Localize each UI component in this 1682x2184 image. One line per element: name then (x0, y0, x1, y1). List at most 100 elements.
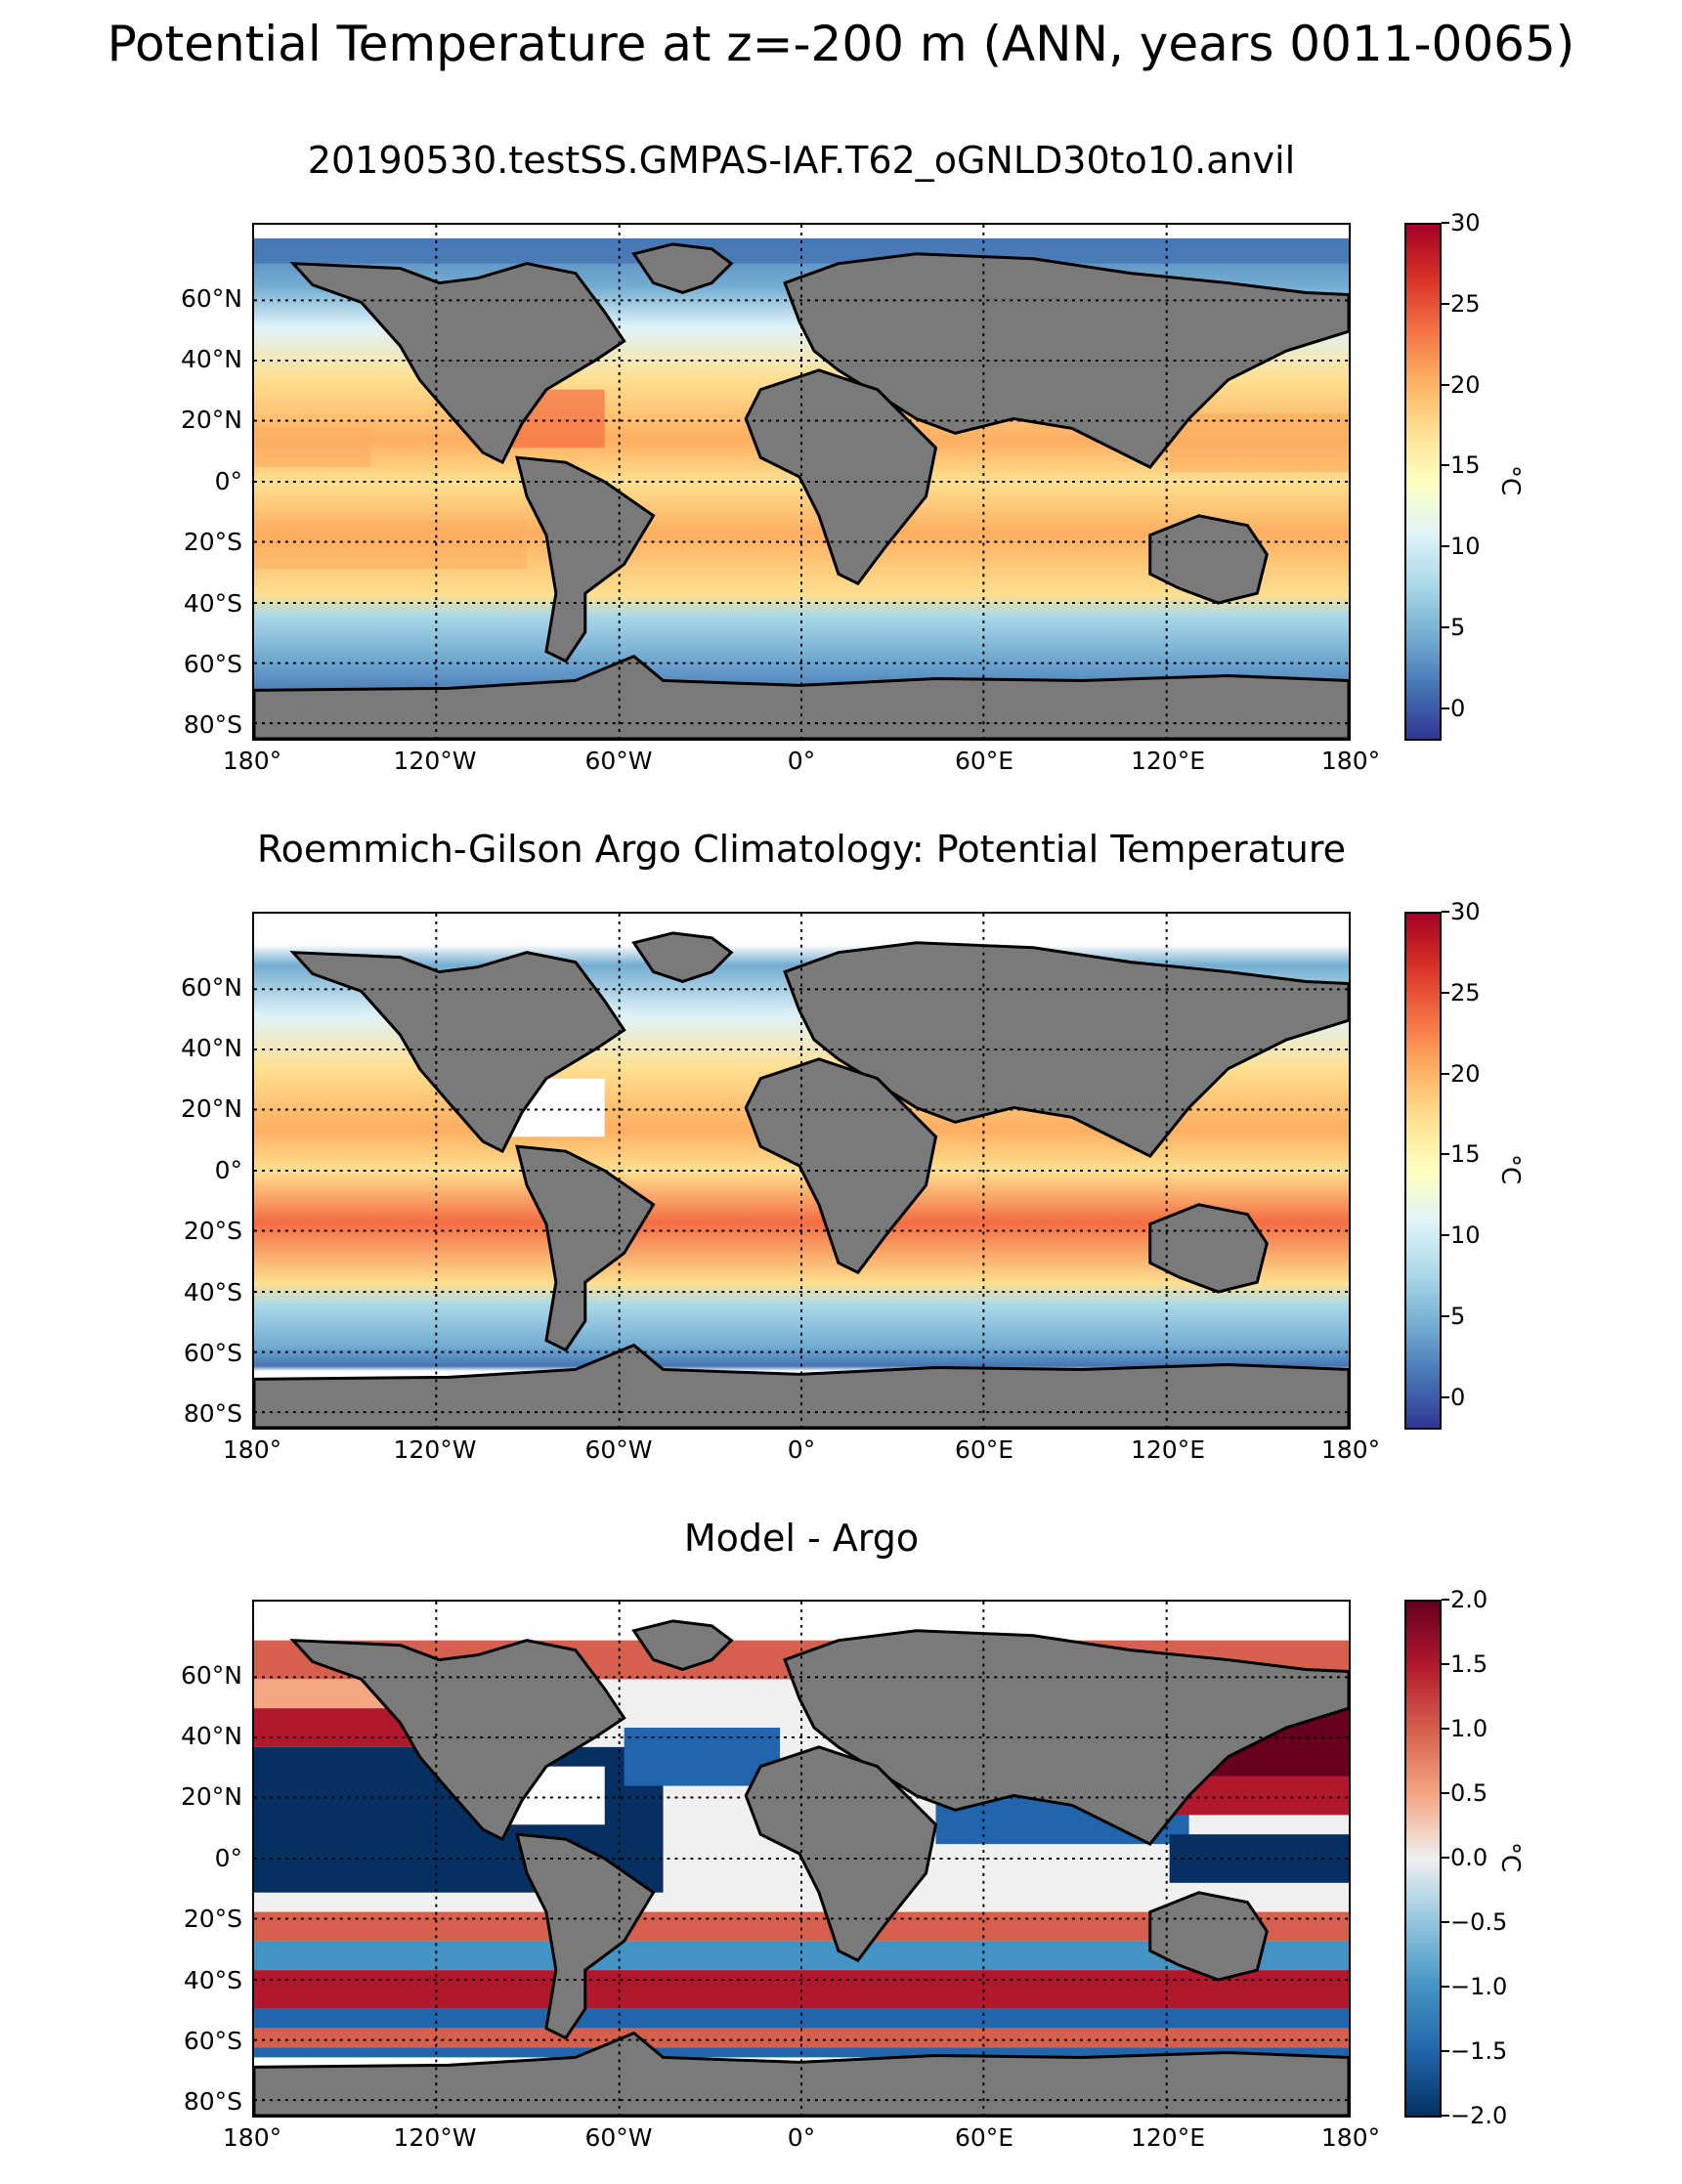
colorbar-tick-label: 20 (1450, 370, 1481, 399)
lon-tick-label: 180° (1320, 747, 1381, 775)
colorbar-tick-mark (1442, 1315, 1449, 1318)
lat-tick-label: 60°N (180, 973, 242, 1002)
colorbar-tick-mark (1442, 1395, 1449, 1398)
colorbar-tick-label: 30 (1450, 209, 1481, 236)
colorbar-2 (1404, 912, 1442, 1430)
panel-2-title: Roemmich-Gilson Argo Climatology: Potent… (256, 828, 1347, 871)
lat-tick-label: 40°S (183, 589, 242, 618)
colorbar-tick-label: 1.0 (1450, 1715, 1488, 1742)
lat-tick-label: 20°N (180, 1782, 242, 1811)
lon-tick-label: 60°E (954, 2123, 1014, 2152)
lon-tick-label: 120°E (1130, 2123, 1205, 2152)
panel-3-title: Model - Argo (683, 1517, 920, 1560)
colorbar-tick-label: 30 (1450, 898, 1481, 925)
colorbar-1-unit: °C (1495, 465, 1525, 496)
lon-tick-label: 120°E (1130, 747, 1205, 775)
colorbar-tick-label: 5 (1450, 1303, 1466, 1331)
colorbar-3-unit: °C (1495, 1842, 1525, 1873)
lat-tick-label: 40°S (183, 1966, 242, 1994)
colorbar-tick-mark (1442, 1663, 1449, 1665)
colorbar-tick-label: 0.0 (1450, 1844, 1488, 1871)
lat-tick-label: 20°S (183, 1217, 242, 1245)
colorbar-tick-mark (1442, 222, 1449, 224)
colorbar-tick-label: 25 (1450, 289, 1481, 318)
colorbar-tick-label: 0.5 (1450, 1779, 1488, 1807)
colorbar-tick-mark (1442, 1792, 1449, 1794)
colorbar-tick-label: 0 (1450, 694, 1466, 722)
lon-tick-label: 60°W (584, 747, 653, 775)
colorbar-tick-label: −1.0 (1450, 1973, 1508, 2000)
colorbar-2-unit: °C (1495, 1154, 1525, 1185)
lat-tick-label: 60°S (183, 1339, 242, 1367)
colorbar-tick-mark (1442, 464, 1449, 467)
panel-1-title: 20190530.testSS.GMPAS-IAF.T62_oGNLD30to1… (307, 139, 1296, 182)
colorbar-tick-label: 25 (1450, 978, 1481, 1006)
colorbar-tick-label: 20 (1450, 1059, 1481, 1088)
lon-tick-label: 180° (222, 747, 282, 775)
lat-tick-label: 40°N (180, 1722, 242, 1750)
colorbar-tick-mark (1442, 626, 1449, 629)
lat-tick-label: 80°S (183, 1399, 242, 1428)
lon-tick-label: 180° (222, 2123, 282, 2152)
colorbar-tick-label: 0 (1450, 1383, 1466, 1411)
colorbar-tick-mark (1442, 991, 1449, 994)
lat-tick-label: 0° (214, 1156, 242, 1184)
colorbar-tick-mark (1442, 707, 1449, 709)
argo-temperature-map (252, 912, 1351, 1430)
colorbar-tick-mark (1442, 1234, 1449, 1237)
lon-tick-label: 60°E (954, 1435, 1014, 1464)
lat-tick-label: 80°S (183, 2087, 242, 2116)
lon-tick-label: 120°E (1130, 1435, 1205, 1464)
lat-tick-label: 60°S (183, 2027, 242, 2055)
lat-tick-label: 60°S (183, 650, 242, 678)
lat-tick-label: 0° (214, 467, 242, 495)
colorbar-tick-label: −2.0 (1450, 2102, 1508, 2129)
colorbar-tick-label: −1.5 (1450, 2037, 1508, 2065)
lon-tick-label: 0° (787, 1435, 816, 1464)
colorbar-tick-label: −0.5 (1450, 1908, 1508, 1936)
colorbar-tick-label: 2.0 (1450, 1586, 1488, 1613)
colorbar-tick-mark (1442, 545, 1449, 548)
lat-tick-label: 40°N (180, 1034, 242, 1062)
lon-tick-label: 0° (787, 2123, 816, 2152)
colorbar-tick-mark (1442, 2050, 1449, 2052)
colorbar-tick-mark (1442, 1986, 1449, 1988)
colorbar-tick-label: 1.5 (1450, 1650, 1488, 1678)
colorbar-tick-mark (1442, 1921, 1449, 1923)
lat-tick-label: 60°N (180, 1661, 242, 1690)
lat-tick-label: 20°N (180, 1094, 242, 1123)
colorbar-tick-mark (1442, 1153, 1449, 1156)
lat-tick-label: 40°N (180, 345, 242, 373)
colorbar-tick-mark (1442, 1728, 1449, 1730)
lat-tick-label: 40°S (183, 1278, 242, 1306)
colorbar-tick-mark (1442, 1857, 1449, 1859)
colorbar-3 (1404, 1600, 1442, 2118)
lon-tick-label: 120°W (393, 2123, 477, 2152)
colorbar-tick-mark (1442, 1072, 1449, 1075)
difference-map (252, 1600, 1351, 2118)
lon-tick-label: 180° (222, 1435, 282, 1464)
lon-tick-label: 120°W (393, 1435, 477, 1464)
colorbar-tick-mark (1442, 2115, 1449, 2117)
colorbar-tick-mark (1442, 383, 1449, 386)
lon-tick-label: 0° (787, 747, 816, 775)
lon-tick-label: 60°W (584, 1435, 653, 1464)
colorbar-tick-mark (1442, 302, 1449, 305)
colorbar-tick-mark (1442, 911, 1449, 913)
lat-tick-label: 80°S (183, 710, 242, 739)
lat-tick-label: 20°S (183, 1905, 242, 1933)
lat-tick-label: 20°N (180, 406, 242, 434)
lon-tick-label: 180° (1320, 1435, 1381, 1464)
lon-tick-label: 120°W (393, 747, 477, 775)
lon-tick-label: 60°W (584, 2123, 653, 2152)
colorbar-tick-label: 5 (1450, 614, 1466, 642)
colorbar-tick-label: 15 (1450, 1140, 1481, 1169)
lon-tick-label: 180° (1320, 2123, 1381, 2152)
colorbar-tick-label: 10 (1450, 533, 1481, 561)
model-temperature-map (252, 223, 1351, 741)
colorbar-tick-mark (1442, 1599, 1449, 1601)
colorbar-1 (1404, 223, 1442, 741)
colorbar-tick-label: 10 (1450, 1221, 1481, 1250)
lat-tick-label: 0° (214, 1844, 242, 1872)
lat-tick-label: 20°S (183, 528, 242, 556)
